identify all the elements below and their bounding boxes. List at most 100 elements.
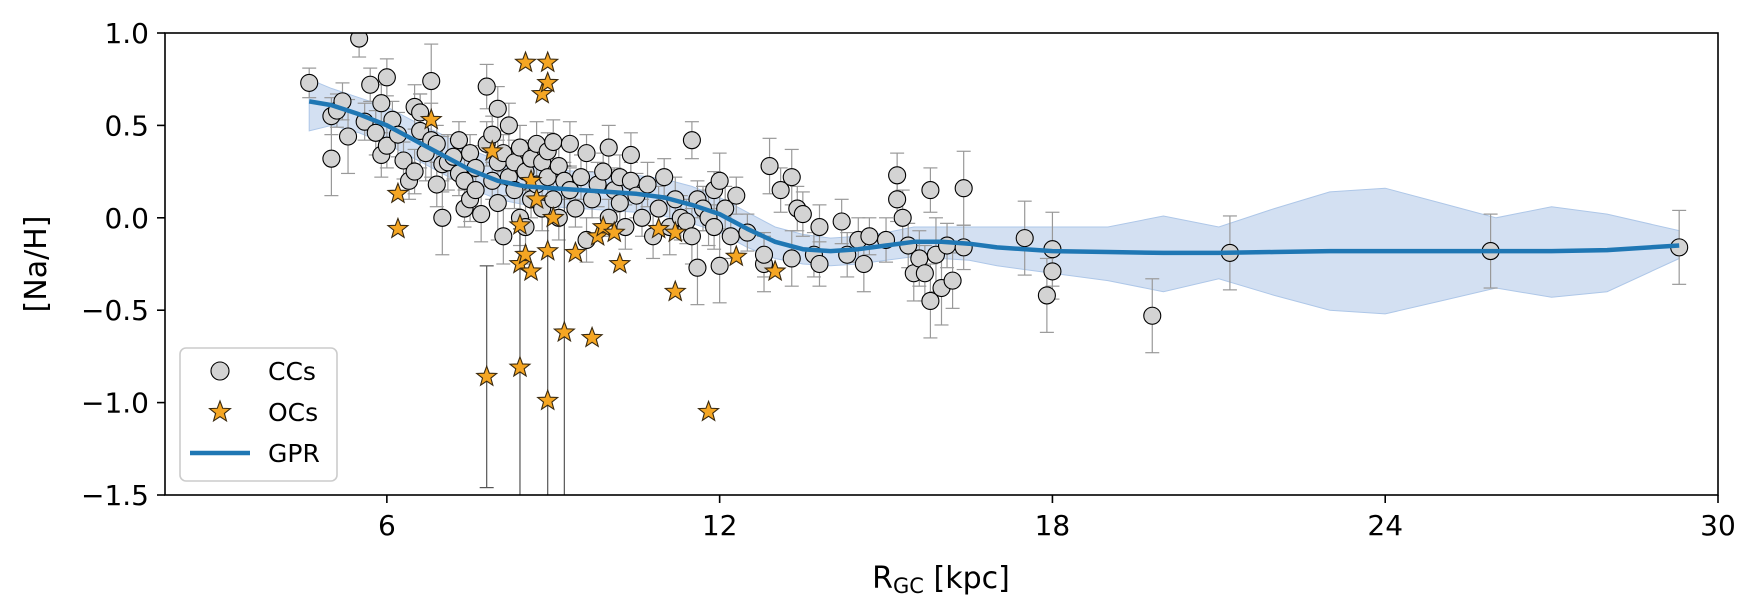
- legend-oc-marker: [208, 399, 232, 423]
- cc-point: [760, 157, 779, 176]
- oc-point: [724, 244, 748, 267]
- cc-point: [682, 227, 701, 246]
- cc-point: [366, 123, 385, 142]
- cc-point: [466, 181, 485, 200]
- cc-point: [1037, 286, 1056, 305]
- oc-point: [647, 216, 671, 239]
- cc-point: [322, 149, 341, 168]
- oc-point: [541, 205, 565, 228]
- oc-point: [580, 325, 604, 348]
- cc-point: [710, 256, 729, 275]
- cc-point: [1143, 306, 1162, 325]
- oc-point: [663, 220, 687, 243]
- cc-point: [560, 134, 579, 153]
- x-tick-label: 30: [1700, 509, 1736, 542]
- oc-point: [697, 399, 721, 422]
- cc-point: [449, 131, 469, 150]
- cc-point: [422, 71, 441, 91]
- legend-box: [179, 347, 338, 482]
- oc-point: [475, 364, 499, 387]
- oc-point: [514, 242, 537, 265]
- oc-point: [386, 181, 410, 204]
- oc-point: [536, 388, 560, 411]
- cc-point: [477, 77, 496, 96]
- cc-point: [943, 271, 962, 290]
- oc-point: [536, 70, 560, 93]
- y-axis-label: [Na/H]: [19, 216, 54, 313]
- cc-point: [427, 175, 446, 194]
- x-tick-label: 12: [702, 509, 738, 542]
- oc-point: [563, 240, 587, 263]
- cc-point: [921, 291, 940, 311]
- oc-point: [536, 50, 560, 73]
- cc-point: [860, 227, 879, 246]
- oc-point: [763, 259, 787, 282]
- cc-point: [377, 68, 396, 87]
- x-axis-label: RGC [kpc]: [872, 561, 1010, 598]
- oc-point: [552, 320, 576, 343]
- cc-point: [682, 131, 701, 150]
- cc-point: [782, 168, 801, 187]
- legend-gpr-label: GPR: [268, 439, 320, 468]
- oc-point: [663, 279, 687, 302]
- oc-point: [508, 355, 532, 378]
- cc-point: [488, 193, 507, 213]
- oc-point: [602, 220, 626, 243]
- cc-point: [610, 193, 629, 213]
- cc-point: [488, 99, 507, 118]
- cc-point: [710, 171, 729, 190]
- cc-point: [361, 75, 380, 94]
- cc-point: [494, 227, 513, 246]
- legend-oc-label: OCs: [268, 398, 318, 427]
- legend-cc-label: CCs: [268, 357, 316, 386]
- cc-point: [721, 227, 740, 246]
- oc-point: [591, 214, 615, 237]
- cc-point: [915, 264, 934, 283]
- cc-point: [1015, 229, 1034, 248]
- cc-point: [832, 212, 851, 231]
- cc-point: [372, 94, 391, 113]
- cc-point: [888, 166, 907, 185]
- cc-point: [394, 151, 413, 170]
- y-tick-label: 0.0: [104, 202, 149, 235]
- gpr-line: [308, 99, 1680, 256]
- oc-point: [514, 50, 537, 73]
- cc-point: [782, 249, 801, 268]
- cc-point: [300, 73, 319, 92]
- oc-point: [508, 213, 532, 235]
- oc-point: [480, 139, 504, 162]
- plot-frame: [164, 32, 1719, 496]
- cc-point: [754, 245, 774, 264]
- cc-point: [594, 162, 613, 181]
- cc-point: [599, 138, 618, 157]
- legend-cc-marker: [210, 361, 230, 381]
- cc-point: [544, 190, 563, 209]
- cc-point: [621, 145, 640, 165]
- cc-point: [649, 199, 668, 218]
- x-tick-label: 24: [1367, 509, 1403, 542]
- cc-point: [893, 208, 912, 227]
- cc-point: [638, 175, 657, 194]
- cc-point: [577, 144, 596, 163]
- y-tick-label: 1.0: [104, 17, 149, 50]
- cc-point: [472, 205, 491, 224]
- cc-point: [771, 181, 790, 200]
- x-tick-label: 6: [378, 509, 396, 542]
- cc-point: [544, 132, 563, 152]
- oc-point: [519, 259, 543, 282]
- legend: CCs OCs GPR: [179, 347, 338, 482]
- cc-point: [921, 181, 940, 200]
- cc-point: [954, 179, 973, 198]
- cc-point: [810, 254, 829, 274]
- cc-point: [433, 208, 452, 227]
- oc-point: [419, 107, 443, 130]
- cc-point: [566, 199, 585, 218]
- cc-point: [499, 116, 518, 135]
- y-tick-label: 0.5: [104, 109, 149, 142]
- cc-point: [338, 127, 358, 146]
- y-tick-label: −1.0: [81, 387, 149, 420]
- cc-point: [793, 205, 812, 224]
- x-tick-label: 18: [1035, 509, 1071, 542]
- cc-point: [571, 168, 591, 187]
